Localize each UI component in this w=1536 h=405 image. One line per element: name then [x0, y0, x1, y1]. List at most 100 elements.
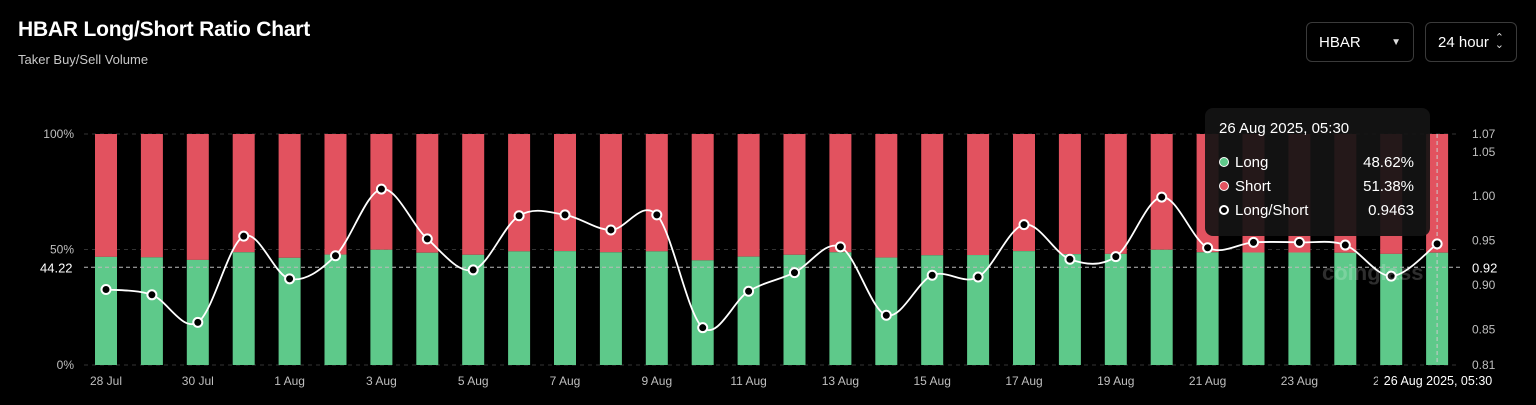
page-title: HBAR Long/Short Ratio Chart	[18, 18, 311, 41]
x-tick-label: 19 Aug	[1097, 374, 1134, 388]
chart-header: HBAR Long/Short Ratio Chart Taker Buy/Se…	[18, 18, 310, 67]
x-tick-label: 7 Aug	[550, 374, 581, 388]
tooltip-value: 0.9463	[1368, 201, 1414, 219]
crosshair-x-label-bg	[1378, 371, 1498, 391]
short-bar	[737, 134, 760, 257]
ratio-point	[1385, 270, 1397, 282]
tooltip-row-short: Short 51.38%	[1219, 174, 1414, 198]
short-bar	[278, 134, 301, 258]
long-bar	[370, 249, 393, 365]
x-tick-label: 30 Jul	[182, 374, 214, 388]
long-bar	[324, 254, 347, 365]
tooltip-value: 51.38%	[1363, 177, 1414, 195]
short-bar	[324, 134, 347, 255]
y-left-tick-label: 50%	[50, 243, 74, 257]
ratio-point	[834, 241, 846, 253]
ratio-point	[375, 183, 387, 195]
tooltip-title: 26 Aug 2025, 05:30	[1219, 120, 1350, 137]
long-bar	[1334, 252, 1357, 365]
ratio-point	[284, 273, 296, 285]
chevron-updown-icon: ⌃ ⌄	[1494, 32, 1504, 51]
ratio-point	[1431, 238, 1443, 250]
short-bar	[783, 134, 806, 255]
short-bar	[416, 134, 439, 253]
y-right-tick-label: 0.85	[1472, 322, 1496, 336]
interval-select-value: 24 hour	[1438, 33, 1489, 51]
ratio-point	[972, 271, 984, 283]
long-bar	[921, 255, 944, 365]
y-left-tick-label: 100%	[43, 127, 74, 141]
crosshair-left-label: 44.22	[40, 260, 73, 275]
y-right-tick-label: 1.07	[1472, 127, 1496, 141]
short-bar	[967, 134, 990, 256]
crosshair-right-label-bg	[1462, 257, 1502, 278]
ratio-point	[421, 233, 433, 245]
ratio-point	[1293, 236, 1305, 248]
ratio-point	[1064, 253, 1076, 265]
y-right-tick-label: 0.95	[1472, 234, 1496, 248]
watermark: coinglass	[1322, 260, 1423, 285]
tooltip-label: Short	[1235, 177, 1271, 195]
long-bar	[232, 252, 255, 365]
ratio-dot-icon	[1219, 205, 1229, 215]
ratio-point	[330, 250, 341, 262]
long-bar	[783, 254, 806, 365]
ratio-point	[238, 230, 250, 242]
ratio-point	[651, 209, 663, 221]
short-bar	[1058, 134, 1081, 255]
tooltip-row-ratio: Long/Short 0.9463	[1219, 198, 1414, 222]
x-tick-label: 5 Aug	[458, 374, 489, 388]
ratio-point	[880, 309, 892, 321]
page-subtitle: Taker Buy/Sell Volume	[18, 52, 149, 67]
short-bar	[875, 134, 898, 258]
tooltip-label: Long/Short	[1235, 201, 1309, 219]
x-tick-label: 13 Aug	[822, 374, 859, 388]
tooltip-label: Long	[1235, 153, 1269, 171]
ratio-point	[605, 224, 617, 236]
interval-select[interactable]: 24 hour ⌃ ⌄	[1425, 22, 1517, 62]
short-bar	[554, 134, 576, 252]
x-tick-label: 28 Jul	[90, 374, 122, 388]
coin-select[interactable]: HBAR ▼	[1306, 22, 1414, 62]
ratio-point	[559, 209, 571, 221]
short-bar	[599, 134, 622, 253]
long-bar	[1242, 252, 1265, 365]
long-bar	[645, 251, 668, 365]
long-bar	[1150, 249, 1173, 365]
ratio-point	[789, 267, 800, 279]
long-bar	[691, 260, 714, 365]
y-right-tick-label: 1.05	[1472, 145, 1496, 159]
long-bar	[416, 252, 439, 365]
short-bar	[95, 134, 117, 257]
long-bar	[1104, 253, 1127, 365]
tooltip: 26 Aug 2025, 05:30 Long 48.62% Short 51.…	[1205, 108, 1430, 236]
long-bar	[186, 259, 209, 365]
long-bar	[140, 257, 163, 365]
short-dot-icon	[1219, 181, 1229, 191]
coin-select-value: HBAR	[1319, 33, 1361, 51]
x-tick-label: 15 Aug	[914, 374, 951, 388]
ratio-point	[697, 322, 709, 334]
crosshair-right-label: 0.92	[1472, 260, 1497, 275]
long-bar	[967, 255, 990, 365]
y-right-tick-label: 0.81	[1472, 358, 1496, 372]
tooltip-row-long: Long 48.62%	[1219, 150, 1414, 174]
ratio-point	[743, 285, 755, 297]
short-bar	[921, 134, 944, 256]
long-bar	[1058, 254, 1081, 365]
ratio-point	[1339, 239, 1351, 251]
long-bar	[1196, 252, 1219, 365]
short-bar	[829, 134, 852, 253]
short-bar	[645, 134, 668, 252]
long-dot-icon	[1219, 157, 1229, 167]
long-bar	[95, 256, 117, 365]
ratio-point	[1248, 236, 1259, 248]
ratio-point	[146, 289, 158, 301]
long-bar	[829, 252, 852, 365]
ratio-point	[100, 283, 112, 295]
y-right-tick-label: 0.90	[1472, 278, 1496, 292]
caret-down-icon: ▼	[1391, 36, 1401, 48]
ratio-point	[1110, 251, 1122, 263]
long-bar	[554, 251, 576, 365]
long-bar	[599, 252, 622, 365]
